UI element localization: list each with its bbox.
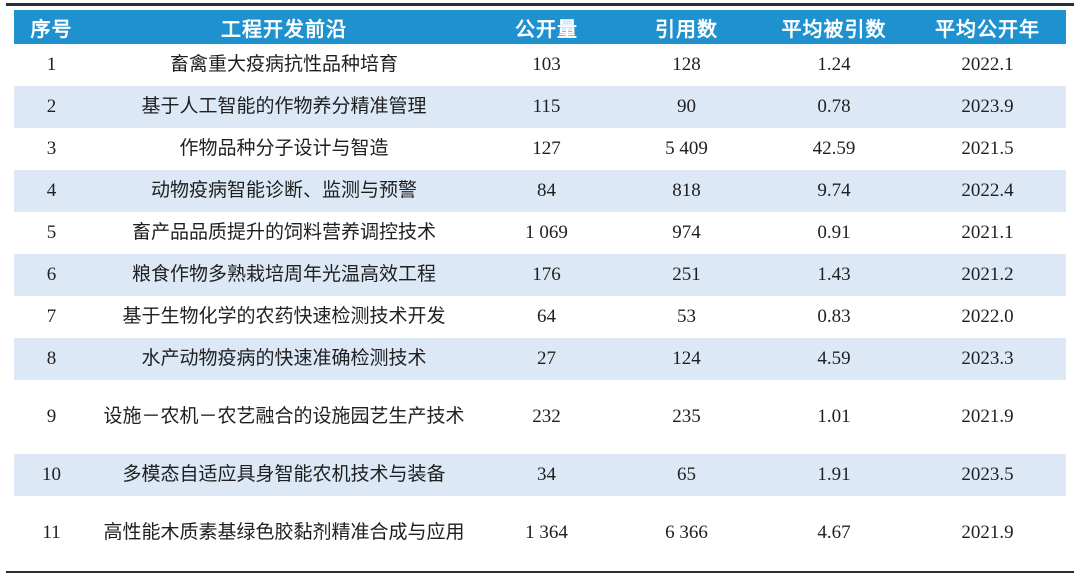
header-avg-citations: 平均被引数: [781, 18, 887, 41]
cell-citations: 251: [672, 264, 701, 286]
cell-publications: 115: [532, 96, 561, 118]
cell-avg-citations: 4.59: [817, 348, 851, 370]
cell-avg-year: 2023.3: [961, 348, 1014, 370]
header-citations: 引用数: [655, 18, 718, 41]
cell-avg-year: 2023.5: [961, 464, 1014, 486]
cell-citations: 128: [672, 54, 701, 76]
cell-citations: 5 409: [665, 138, 708, 160]
cell-avg-year: 2021.2: [961, 264, 1014, 286]
table-bottom-rule: [6, 571, 1074, 573]
cell-citations: 6 366: [665, 522, 708, 544]
cell-index: 4: [46, 180, 57, 202]
cell-frontier: 水产动物疫病的快速准确检测技术: [141, 348, 427, 370]
cell-avg-year: 2021.9: [961, 406, 1014, 428]
cell-avg-citations: 1.43: [817, 264, 851, 286]
cell-frontier: 畜产品品质提升的饲料营养调控技术: [131, 222, 436, 244]
cell-index: 7: [46, 306, 57, 328]
table-top-rule: [6, 3, 1074, 6]
cell-frontier: 作物品种分子设计与智造: [179, 138, 389, 160]
cell-avg-year: 2022.1: [961, 54, 1014, 76]
cell-avg-year: 2022.4: [961, 180, 1014, 202]
cell-avg-citations: 0.83: [817, 306, 851, 328]
cell-frontier: 基于人工智能的作物养分精准管理: [141, 96, 427, 118]
cell-avg-citations: 9.74: [817, 180, 851, 202]
cell-publications: 232: [532, 406, 561, 428]
table-row: 3 作物品种分子设计与智造 127 5 409 42.59 2021.5: [14, 128, 1066, 170]
cell-publications: 1 364: [525, 522, 568, 544]
cell-index: 3: [46, 138, 57, 160]
cell-frontier: 基于生物化学的农药快速检测技术开发: [122, 306, 446, 328]
cell-avg-citations: 1.91: [817, 464, 851, 486]
table-row: 2 基于人工智能的作物养分精准管理 115 90 0.78 2023.9: [14, 86, 1066, 128]
table-row: 9 设施－农机－农艺融合的设施园艺生产技术 232 235 1.01 2021.…: [14, 380, 1066, 454]
cell-citations: 65: [677, 464, 696, 486]
table-row: 11 高性能木质素基绿色胶黏剂精准合成与应用 1 364 6 366 4.67 …: [14, 496, 1066, 570]
cell-citations: 974: [672, 222, 701, 244]
cell-publications: 34: [537, 464, 556, 486]
header-publications: 公开量: [515, 18, 578, 41]
cell-index: 8: [46, 348, 57, 370]
cell-index: 11: [42, 522, 61, 544]
table-row: 7 基于生物化学的农药快速检测技术开发 64 53 0.83 2022.0: [14, 296, 1066, 338]
table-row: 6 粮食作物多熟栽培周年光温高效工程 176 251 1.43 2021.2: [14, 254, 1066, 296]
cell-publications: 64: [537, 306, 556, 328]
cell-avg-year: 2021.9: [961, 522, 1014, 544]
cell-publications: 127: [532, 138, 561, 160]
cell-index: 2: [46, 96, 57, 118]
cell-citations: 235: [672, 406, 701, 428]
cell-index: 1: [46, 54, 57, 76]
cell-avg-year: 2021.5: [961, 138, 1014, 160]
frontiers-table: 序号 工程开发前沿 公开量 引用数 平均被引数 平均公开年 1 畜禽重大疫病抗性…: [14, 10, 1066, 570]
cell-index: 5: [46, 222, 57, 244]
cell-publications: 27: [537, 348, 556, 370]
cell-publications: 103: [532, 54, 561, 76]
cell-avg-citations: 4.67: [817, 522, 851, 544]
cell-frontier: 设施－农机－农艺融合的设施园艺生产技术: [103, 406, 465, 428]
cell-frontier: 畜禽重大疫病抗性品种培育: [169, 54, 398, 76]
header-index: 序号: [30, 18, 73, 41]
table-row: 1 畜禽重大疫病抗性品种培育 103 128 1.24 2022.1: [14, 44, 1066, 86]
cell-citations: 124: [672, 348, 701, 370]
cell-citations: 818: [672, 180, 701, 202]
table-row: 5 畜产品品质提升的饲料营养调控技术 1 069 974 0.91 2021.1: [14, 212, 1066, 254]
cell-publications: 176: [532, 264, 561, 286]
cell-avg-citations: 0.78: [817, 96, 851, 118]
cell-avg-citations: 0.91: [817, 222, 851, 244]
cell-avg-citations: 42.59: [812, 138, 856, 160]
cell-frontier: 高性能木质素基绿色胶黏剂精准合成与应用: [103, 522, 465, 544]
cell-avg-year: 2022.0: [961, 306, 1014, 328]
table-row: 10 多模态自适应具身智能农机技术与装备 34 65 1.91 2023.5: [14, 454, 1066, 496]
cell-index: 9: [46, 406, 57, 428]
cell-avg-year: 2023.9: [961, 96, 1014, 118]
cell-avg-year: 2021.1: [961, 222, 1014, 244]
cell-publications: 1 069: [525, 222, 568, 244]
cell-index: 6: [46, 264, 57, 286]
cell-avg-citations: 1.01: [817, 406, 851, 428]
cell-frontier: 动物疫病智能诊断、监测与预警: [150, 180, 417, 202]
header-avg-year: 平均公开年: [935, 18, 1040, 41]
cell-citations: 53: [677, 306, 696, 328]
table-header-row: 序号 工程开发前沿 公开量 引用数 平均被引数 平均公开年: [14, 10, 1066, 44]
cell-index: 10: [42, 464, 61, 486]
cell-avg-citations: 1.24: [817, 54, 851, 76]
cell-citations: 90: [677, 96, 696, 118]
table-row: 4 动物疫病智能诊断、监测与预警 84 818 9.74 2022.4: [14, 170, 1066, 212]
cell-publications: 84: [537, 180, 556, 202]
cell-frontier: 粮食作物多熟栽培周年光温高效工程: [131, 264, 436, 286]
table-row: 8 水产动物疫病的快速准确检测技术 27 124 4.59 2023.3: [14, 338, 1066, 380]
cell-frontier: 多模态自适应具身智能农机技术与装备: [122, 464, 446, 486]
header-frontier: 工程开发前沿: [221, 18, 347, 41]
